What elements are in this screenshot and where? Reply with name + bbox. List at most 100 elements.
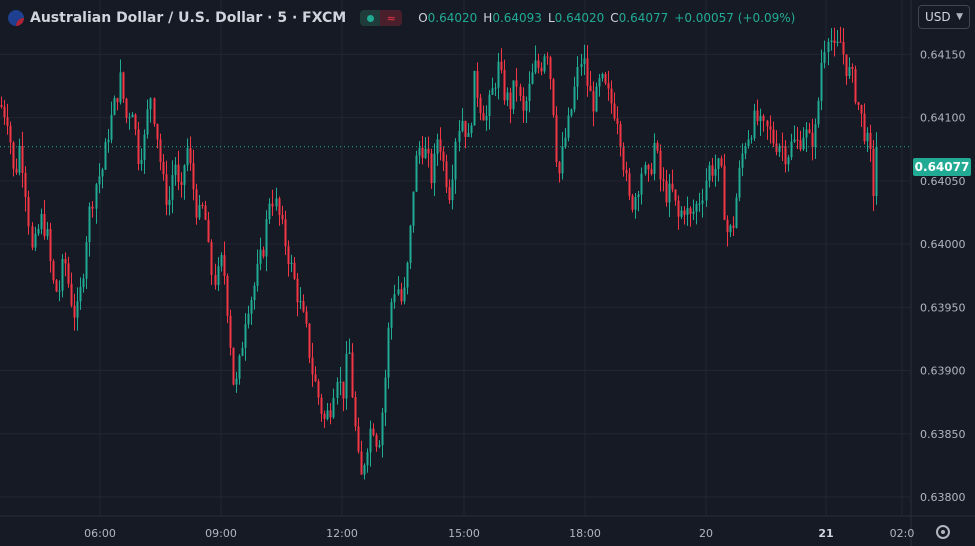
candle-down xyxy=(647,165,650,170)
candle-down xyxy=(43,213,46,237)
candle-down xyxy=(305,311,308,324)
candle-up xyxy=(741,153,744,168)
candle-up xyxy=(259,249,262,264)
candle-up xyxy=(381,412,384,446)
candle-up xyxy=(58,290,61,292)
candle-down xyxy=(67,263,70,284)
candle-down xyxy=(863,113,866,142)
candle-down xyxy=(317,381,320,398)
candle-down xyxy=(311,357,314,375)
candle-down xyxy=(833,40,836,44)
market-status-pill[interactable]: ≈ xyxy=(360,10,403,26)
time-tick-label: 12:00 xyxy=(326,527,358,540)
gear-icon[interactable] xyxy=(936,525,950,539)
candle-up xyxy=(104,142,107,170)
candle-down xyxy=(762,115,765,121)
candle-up xyxy=(747,139,750,147)
price-axis[interactable]: 0.64150 0.64100 0.64050 0.64000 0.63950 0.639… xyxy=(920,48,966,504)
candle-down xyxy=(162,161,165,175)
candle-down xyxy=(464,120,467,137)
candle-up xyxy=(686,208,689,215)
candle-up xyxy=(387,327,390,378)
candle-up xyxy=(268,203,271,220)
candle-down xyxy=(70,283,73,306)
candle-down xyxy=(27,197,30,227)
price-tick-label: 0.64100 xyxy=(920,112,966,125)
candle-down xyxy=(665,180,668,203)
candle-down xyxy=(445,161,448,188)
candle-up xyxy=(61,259,64,291)
candle-down xyxy=(360,451,363,475)
candle-down xyxy=(24,172,27,198)
candle-down xyxy=(515,80,518,87)
candle-up xyxy=(637,194,640,198)
candle-up xyxy=(82,278,85,288)
candle-up xyxy=(692,211,695,214)
low-value: 0.64020 xyxy=(554,11,605,25)
candle-down xyxy=(354,397,357,427)
candle-up xyxy=(680,210,683,217)
candle-down xyxy=(165,174,168,206)
candle-down xyxy=(430,153,433,184)
symbol-title[interactable]: Australian Dollar / U.S. Dollar · 5 · FX… xyxy=(30,10,347,26)
candle-down xyxy=(302,301,305,312)
candle-up xyxy=(384,377,387,413)
candle-down xyxy=(476,70,479,98)
high-value: 0.64093 xyxy=(492,11,542,25)
candle-up xyxy=(397,289,400,295)
candle-down xyxy=(546,56,549,58)
candle-down xyxy=(262,249,265,257)
candle-down xyxy=(223,255,226,277)
candle-up xyxy=(336,382,339,398)
candle-down xyxy=(549,57,552,80)
candle-down xyxy=(156,123,159,140)
candle-down xyxy=(214,274,217,285)
candle-down xyxy=(15,168,18,173)
candle-up xyxy=(543,56,546,72)
candle-up xyxy=(34,233,37,248)
candle-up xyxy=(128,117,131,119)
candle-up xyxy=(640,173,643,195)
candle-down xyxy=(314,374,317,382)
candle-down xyxy=(204,205,207,220)
candle-down xyxy=(711,165,714,176)
currency-select[interactable]: USD ▼ xyxy=(918,5,970,29)
candle-up xyxy=(494,87,497,89)
candle-down xyxy=(540,67,543,72)
candle-down xyxy=(671,183,674,190)
candle-up xyxy=(275,198,278,207)
candle-up xyxy=(107,139,110,143)
candle-up xyxy=(217,266,220,285)
candle-down xyxy=(21,145,24,173)
candle-down xyxy=(622,147,625,171)
candle-down xyxy=(278,198,281,215)
candle-down xyxy=(207,219,210,243)
candle-up xyxy=(790,141,793,158)
candle-up xyxy=(759,115,762,122)
candle-down xyxy=(839,41,842,43)
time-tick-label: 18:00 xyxy=(569,527,601,540)
candle-down xyxy=(229,315,232,348)
candle-down xyxy=(674,189,677,201)
candle-down xyxy=(329,410,332,418)
candle-down xyxy=(439,139,442,152)
candle-down xyxy=(656,143,659,151)
candle-up xyxy=(823,52,826,64)
candle-up xyxy=(458,130,461,142)
candle-up xyxy=(506,92,509,101)
price-tick-label: 0.63950 xyxy=(920,301,966,314)
candle-up xyxy=(409,225,412,263)
candle-up xyxy=(235,378,238,385)
candle-down xyxy=(781,146,784,148)
candle-down xyxy=(616,118,619,125)
time-axis[interactable]: 06:00 09:00 12:00 15:00 18:00 20 21 02:0 xyxy=(84,527,914,540)
candle-down xyxy=(284,219,287,247)
open-value: 0.64020 xyxy=(427,11,478,25)
candle-down xyxy=(73,305,76,318)
candle-up xyxy=(265,219,268,257)
candle-down xyxy=(860,104,863,114)
candle-up xyxy=(573,86,576,110)
candle-up xyxy=(634,197,637,210)
